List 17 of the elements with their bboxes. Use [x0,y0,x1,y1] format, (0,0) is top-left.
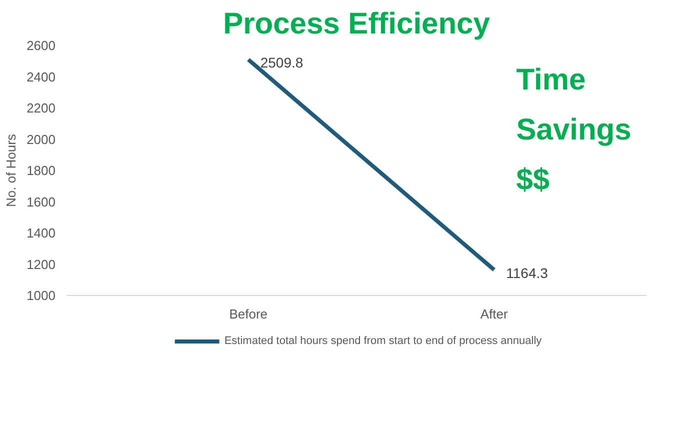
y-axis-title: No. of Hours [4,134,19,207]
chart-title: Process Efficiency [223,8,490,40]
y-tick-label: 2600 [26,38,56,53]
x-tick-label: After [480,306,509,322]
y-tick-label: 2400 [26,69,56,84]
x-tick-label: Before [229,306,268,322]
y-tick-label: 1400 [26,226,56,240]
y-tick-label: 2200 [26,100,56,116]
data-label: 1164.3 [506,264,548,281]
legend-label: Estimated total hours spend from start to end of process annually [224,335,542,347]
y-tick-label: 2000 [26,132,56,147]
y-tick-label: 1600 [26,194,56,210]
y-tick-label: 1800 [26,163,56,178]
data-label: 2509.8 [260,54,304,71]
y-tick-label: 1200 [26,256,56,272]
annotation: Time Savings $$ [516,63,632,196]
y-tick-label: 1000 [26,288,56,303]
